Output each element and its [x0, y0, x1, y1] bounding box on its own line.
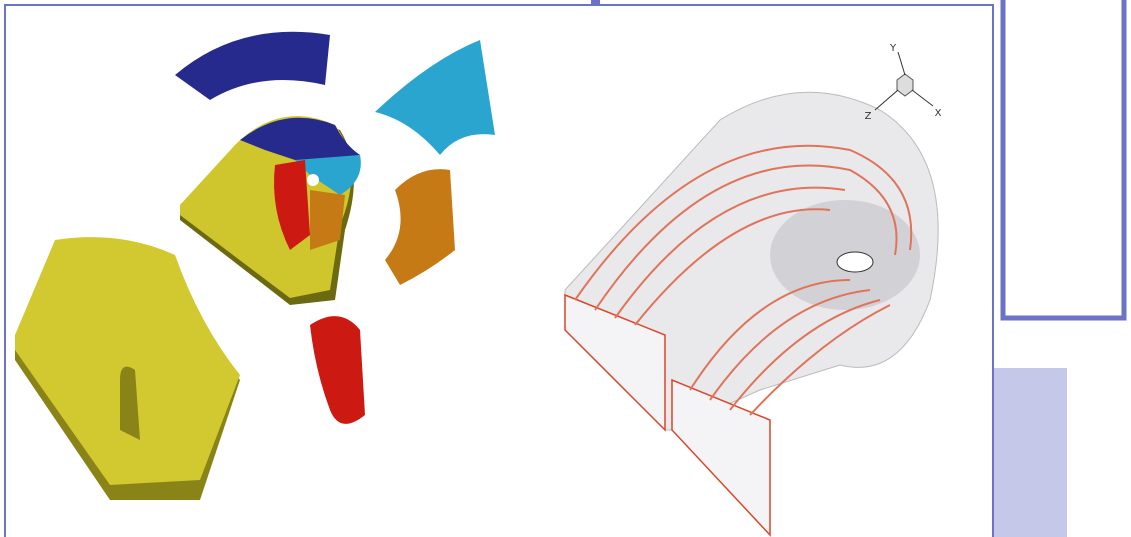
assembled-cyan: [295, 155, 361, 195]
axis-x: [911, 89, 934, 107]
axis-triad: Y X Z: [865, 43, 942, 122]
blue-piece: [175, 31, 330, 100]
outlet-right: [671, 378, 771, 537]
partition-view: [15, 31, 495, 500]
axis-label: Z: [865, 111, 872, 122]
axis-z: [874, 89, 899, 111]
orange-piece: [385, 169, 455, 285]
right-frame: [1000, 0, 1127, 321]
streamlines: [574, 144, 913, 416]
axis-label: X: [935, 108, 942, 119]
hub-hole: [307, 174, 319, 186]
main-frame-border: [4, 4, 994, 537]
slab-top: [15, 237, 240, 485]
slab-slot: [120, 366, 140, 440]
frame-tab: [591, 0, 600, 6]
impeller-eye: [836, 251, 874, 273]
cyan-piece: [375, 40, 495, 155]
volute-view: Y X Z: [564, 43, 942, 537]
assembled-red: [274, 160, 310, 250]
assembled-blue: [240, 117, 360, 165]
axis-y: [897, 51, 906, 76]
assembled-orange: [310, 190, 345, 250]
axis-label: Y: [889, 43, 897, 54]
outlet-left: [564, 293, 666, 432]
red-piece: [310, 316, 365, 424]
